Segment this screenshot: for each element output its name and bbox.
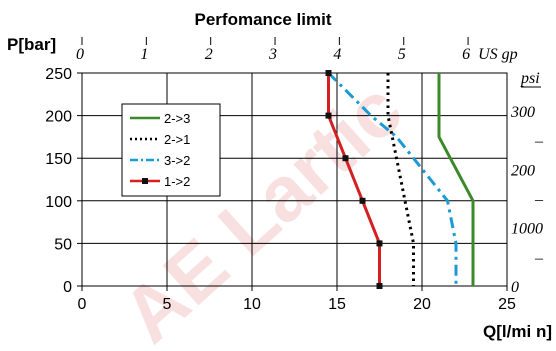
x-tick-label: 25 — [498, 296, 516, 313]
legend-entry: 2->1 — [164, 132, 190, 147]
data-point-1-2 — [376, 283, 383, 289]
y-tick-label: 200 — [45, 109, 72, 126]
top-axis: 0 1 2 3 4 5 6 US gp — [76, 37, 518, 63]
x-tick-label: 5 — [163, 296, 172, 313]
right-axis-unit: psi — [520, 70, 540, 87]
series-line-2-3 — [437, 73, 475, 286]
legend-entry: 2->3 — [164, 111, 190, 126]
right-tick-dash: – — [534, 192, 544, 209]
top-tick-label: 3 — [268, 46, 277, 63]
top-tick-label: 0 — [76, 46, 84, 63]
right-tick-label: 0 — [511, 279, 519, 296]
right-tick-label: 200 — [511, 162, 535, 179]
data-point-1-2 — [342, 155, 349, 162]
x-tick-label: 0 — [78, 296, 87, 313]
y-tick-label: 0 — [63, 279, 72, 296]
legend-entry: 1->2 — [164, 174, 190, 189]
right-tick-dash: – — [534, 133, 544, 150]
series-line-1-2 — [327, 73, 381, 286]
data-point-1-2 — [325, 112, 332, 119]
legend-entry: 3->2 — [164, 153, 190, 168]
y-tick-label: 150 — [45, 151, 72, 168]
y-tick-label: 250 — [45, 66, 72, 83]
y-tick-label: 100 — [45, 194, 72, 211]
data-point-1-2 — [325, 70, 332, 76]
legend: 2->3 2->1 3->2 1->2 — [121, 103, 221, 197]
top-tick-label: 4 — [333, 46, 341, 63]
x-tick-label: 20 — [413, 296, 431, 313]
plot-frame — [81, 72, 508, 287]
x-axis-label: Q[l/mi n] — [483, 322, 552, 341]
x-tick-label: 15 — [328, 296, 346, 313]
right-tick-label: 300 — [510, 104, 535, 121]
top-tick-label: 5 — [398, 46, 406, 63]
series-line-3-2 — [327, 71, 458, 286]
chart-title: Perfomance limit — [195, 10, 332, 29]
series-layer — [325, 70, 475, 289]
legend-marker — [142, 178, 148, 184]
x-tick-label: 10 — [243, 296, 261, 313]
y-axis-label: P[bar] — [7, 35, 56, 54]
y-tick-label: 50 — [54, 236, 72, 253]
top-tick-label: 6 — [462, 46, 470, 63]
y-axis: 0 50 100 150 200 250 — [45, 66, 82, 296]
top-axis-unit: US gp — [478, 46, 518, 63]
data-point-1-2 — [359, 197, 366, 204]
top-tick-label: 1 — [140, 46, 148, 63]
data-point-1-2 — [376, 240, 383, 247]
top-tick-label: 2 — [205, 46, 213, 63]
right-tick-label: 1000 — [511, 221, 543, 238]
right-tick-dash: – — [534, 250, 544, 267]
x-axis: 0 5 10 15 20 25 — [78, 286, 516, 313]
